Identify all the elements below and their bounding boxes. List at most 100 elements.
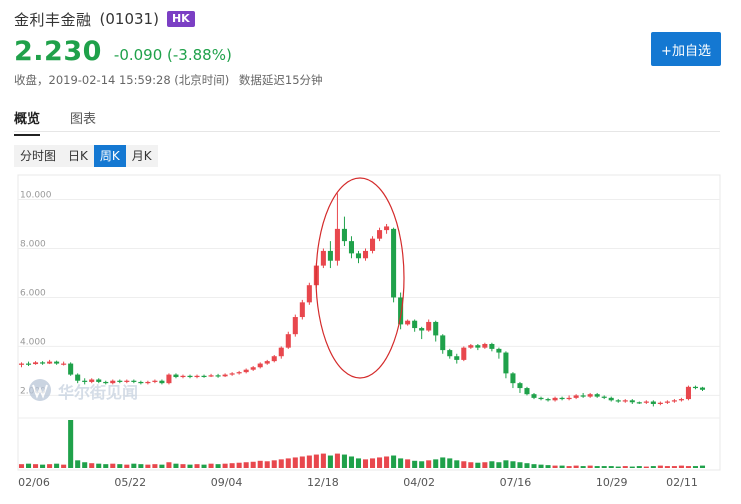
candle-body (643, 401, 649, 403)
candle-body (692, 386, 698, 389)
candle-body (552, 397, 558, 401)
volume-bar (68, 420, 74, 468)
candle-body (580, 395, 586, 397)
volume-bar (138, 464, 144, 468)
volume-bar (166, 462, 172, 468)
period-weekly[interactable]: 周K (93, 145, 126, 167)
candle-body (405, 320, 411, 325)
watermark-text: 华尔街见闻 (58, 383, 138, 402)
tab-overview[interactable]: 概览 (14, 108, 41, 136)
candle-body (215, 375, 221, 377)
volume-bar (426, 460, 432, 468)
candle-body (152, 380, 158, 382)
volume-bar (615, 466, 621, 468)
volume-bar (405, 459, 411, 468)
y-tick-label: 10.000 (20, 190, 52, 200)
y-tick-label: 6.000 (20, 288, 46, 298)
main-tabs: 概览 图表 (14, 108, 126, 136)
market-badge: HK (166, 11, 195, 27)
candle-body (54, 361, 60, 364)
stock-name: 金利丰金融 (14, 10, 92, 29)
candle-body (124, 380, 130, 382)
volume-bar (475, 462, 481, 468)
watermark: 华尔街见闻 (29, 379, 138, 402)
candle-body (587, 394, 593, 397)
candle-body (145, 381, 151, 384)
volume-bar (545, 465, 551, 468)
volume-bar (278, 459, 284, 468)
candle-body (264, 361, 270, 364)
candle-body (538, 397, 544, 400)
volume-bar (285, 458, 291, 468)
candlesticks (18, 193, 706, 407)
candle-body (47, 361, 53, 364)
candle-body (278, 347, 284, 357)
volume-bar (194, 464, 200, 468)
period-monthly[interactable]: 月K (131, 149, 152, 163)
candle-body (594, 394, 600, 397)
volume-bar (40, 464, 46, 468)
volume-bar (664, 466, 670, 468)
candle-body (26, 363, 32, 365)
volume-bar (671, 466, 677, 468)
candle-body (292, 317, 298, 335)
candle-body (426, 321, 432, 331)
add-watchlist-button[interactable]: +加自选 (651, 32, 721, 66)
candle-body (559, 397, 565, 400)
volume-bar (573, 465, 579, 468)
candle-body (377, 230, 383, 239)
close-time: 收盘，2019-02-14 15:59:28 (北京时间) (14, 73, 230, 87)
volume-bar (524, 463, 530, 468)
volume-bar (629, 466, 635, 468)
grid-lines (18, 198, 720, 419)
candle-body (327, 250, 333, 261)
volume-bar (243, 462, 249, 468)
candle-body (194, 375, 200, 378)
watermark-logo-mark (32, 384, 48, 399)
x-tick-label: 10/29 (596, 476, 628, 489)
volume-bar (370, 458, 376, 468)
candle-body (524, 388, 530, 395)
volume-bar (489, 461, 495, 468)
volume-bar (412, 460, 418, 468)
volume-bar (419, 461, 425, 468)
volume-bar (440, 457, 446, 468)
candle-body (75, 374, 81, 381)
candle-body (355, 253, 362, 259)
candle-body (180, 375, 186, 378)
candle-body (236, 372, 242, 374)
volume-bar (362, 459, 369, 468)
volume-bar (152, 464, 158, 468)
candle-body (173, 374, 179, 378)
candle-body (454, 356, 460, 360)
candle-body (468, 345, 474, 348)
volume-bar (643, 466, 649, 468)
plot-frame (17, 174, 721, 471)
period-intraday[interactable]: 分时图 (20, 149, 57, 163)
stock-code: (01031) (99, 10, 159, 28)
candle-body (636, 402, 642, 404)
candle-body (699, 387, 706, 390)
candle-body (33, 362, 39, 365)
candle-body (334, 228, 340, 261)
volume-bar (75, 460, 81, 468)
volume-bar (692, 466, 698, 468)
volume-bar (159, 464, 165, 468)
candle-body (685, 386, 691, 400)
x-tick-label: 04/02 (403, 476, 435, 489)
volume-bar (320, 453, 326, 468)
volume-bar (236, 462, 242, 468)
volume-bar (398, 458, 404, 468)
candle-body (131, 380, 137, 382)
volume-bar (215, 464, 221, 468)
volume-bar (250, 461, 256, 468)
volume-bar (96, 463, 102, 468)
candle-body (96, 379, 102, 382)
tab-chart[interactable]: 图表 (70, 112, 97, 127)
candle-body (222, 374, 228, 377)
x-tick-label: 12/18 (307, 476, 339, 489)
period-daily[interactable]: 日K (68, 149, 88, 163)
volume-bar (131, 463, 137, 468)
